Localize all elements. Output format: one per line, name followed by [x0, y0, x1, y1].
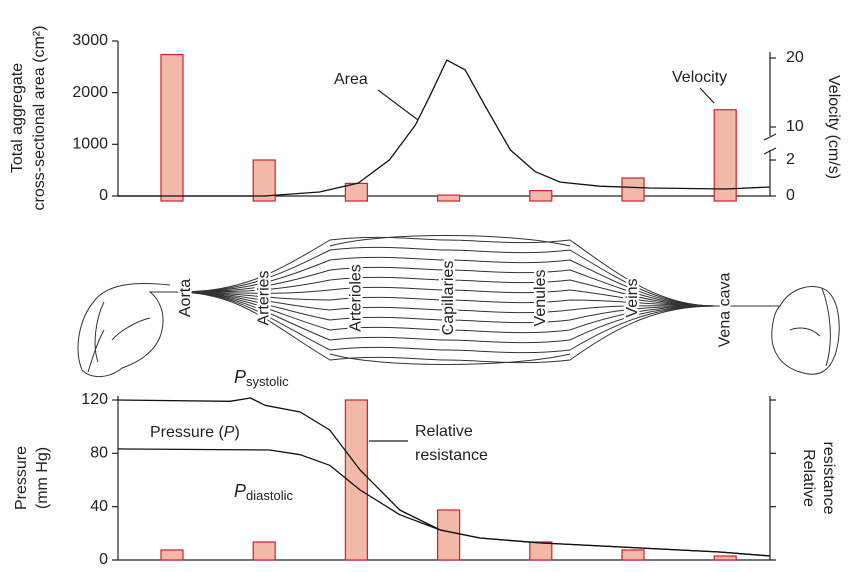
vessel: [174, 291, 716, 307]
vessel: [329, 235, 571, 365]
vessel: [174, 291, 716, 314]
bar: [437, 509, 461, 561]
y-tick-label: 40: [90, 498, 108, 515]
bar: [713, 109, 737, 202]
y-axis-title: cross-sectional area (cm²): [31, 26, 48, 211]
y-axis-title: (mm Hg): [34, 447, 51, 509]
bar: [713, 555, 737, 561]
vessel-label: Arterioles: [348, 264, 365, 332]
pressure-annotation: Pressure (P): [150, 424, 240, 441]
vessel-label: Aorta: [177, 279, 194, 317]
left-heart: [77, 283, 175, 377]
bar: [529, 190, 553, 202]
velocity-annotation: Velocity: [672, 69, 727, 86]
y-tick-label: 0: [99, 551, 108, 568]
y-axis-title: Total aggregate: [9, 63, 26, 173]
y-tick-label: 120: [81, 391, 108, 408]
y-tick-label: 1000: [72, 136, 108, 153]
resistance-annotation: resistance: [415, 447, 488, 464]
bar: [621, 549, 645, 561]
pressure-symbol: P: [234, 481, 246, 501]
pressure-subscript: diastolic: [246, 488, 293, 503]
y2-axis: [763, 52, 777, 196]
y-tick-label: 2000: [72, 84, 108, 101]
leader: [699, 87, 715, 104]
pressure-annotation-part: ): [234, 424, 239, 441]
vessel-label: Capillaries: [440, 261, 457, 336]
vessel-label: Vena cava: [716, 273, 733, 348]
vessel-label: Venules: [532, 270, 549, 327]
vessel: [174, 291, 716, 364]
vessel: [174, 266, 716, 307]
vessel-network: [174, 235, 716, 365]
y-axis-title: Pressure: [13, 446, 30, 510]
vessel: [174, 276, 716, 307]
y-tick-label: 0: [99, 187, 108, 204]
vessel: [174, 286, 716, 307]
curve: [117, 59, 771, 197]
y2-axis-title: Relative: [800, 449, 817, 507]
pressure-label: Psystolic: [234, 367, 289, 390]
vessel-label: Veins: [624, 278, 641, 317]
vessel: [174, 291, 716, 354]
pressure-annotation-part: Pressure (: [150, 424, 224, 441]
bar: [252, 541, 276, 561]
area-annotation: Area: [334, 71, 368, 88]
pressure-annotation-part: P: [224, 424, 235, 441]
y2-axis-title: Velocity (cm/s): [825, 75, 842, 179]
bar: [437, 194, 461, 202]
vessel: [174, 236, 716, 307]
y2-tick-label: 0: [786, 187, 795, 204]
curve: [117, 448, 771, 557]
pressure-subscript: systolic: [246, 374, 289, 389]
bar: [160, 53, 184, 202]
vessel: [174, 291, 716, 344]
y-tick-label: 80: [90, 445, 108, 462]
leader: [377, 89, 419, 121]
resistance-annotation: Relative: [415, 423, 473, 440]
bar: [160, 549, 184, 561]
y2-tick-label: 10: [786, 118, 804, 135]
vessel: [174, 291, 716, 334]
bar: [344, 399, 368, 561]
vessel-label: Arteries: [255, 270, 272, 325]
bar: [344, 182, 368, 202]
y2-axis-title: resistance: [820, 442, 837, 515]
right-heart: [710, 286, 840, 375]
vessel: [174, 256, 716, 307]
y-tick-label: 3000: [72, 32, 108, 49]
bar: [252, 159, 276, 202]
bar: [621, 177, 645, 202]
pressure-label: Pdiastolic: [234, 481, 293, 504]
bar: [529, 541, 553, 561]
y2-tick-label: 20: [786, 49, 804, 66]
y2-tick-label: 2: [786, 151, 795, 168]
pressure-symbol: P: [234, 367, 246, 387]
vessel: [174, 246, 716, 307]
vessel: [174, 291, 716, 324]
